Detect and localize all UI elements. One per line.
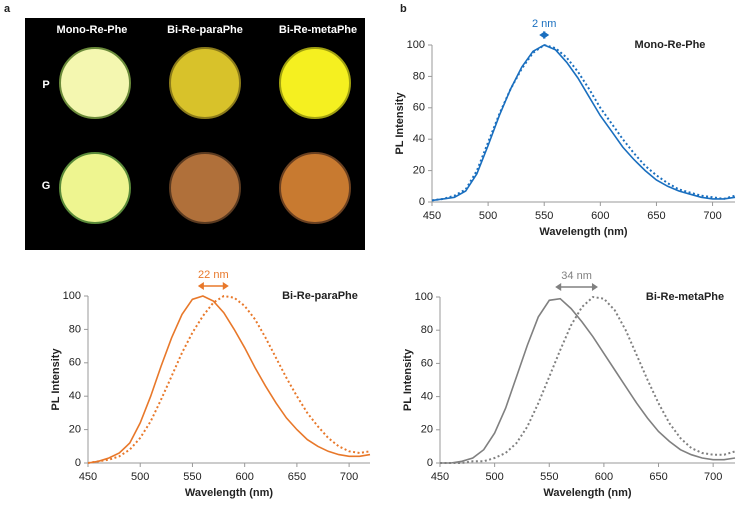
y-tick-label: 60 (69, 357, 81, 369)
y-tick-label: 0 (75, 457, 81, 469)
x-tick-label: 650 (647, 210, 665, 222)
annotation-text: 2 nm (532, 18, 556, 30)
row-label: P (42, 79, 49, 91)
x-tick-label: 700 (340, 471, 358, 483)
line-series (431, 43, 736, 202)
x-tick-label: 550 (183, 471, 201, 483)
y-axis-label: PL Intensity (394, 92, 406, 155)
chart: 0 20 40 60 80 100 450 500 550 600 650 700 Wavelength… (402, 270, 736, 499)
arrow-head (543, 31, 550, 39)
x-tick-label: 600 (591, 210, 609, 222)
annotation-text: 22 nm (198, 269, 229, 281)
y-axis-label: PL Intensity (402, 348, 414, 411)
x-tick-label: 700 (704, 471, 722, 483)
chart-title: Bi-Re-paraPhe (282, 290, 358, 302)
x-tick-label: 500 (131, 471, 149, 483)
y-tick-label: 60 (421, 357, 433, 369)
chart: 0 20 40 60 80 100 450 500 550 600 650 700 Wavelength… (50, 269, 371, 499)
y-tick-label: 40 (421, 391, 433, 403)
panel-label: a (4, 3, 11, 15)
line-series (87, 295, 371, 464)
y-axis-label: PL Intensity (50, 348, 62, 411)
x-tick-label: 550 (540, 471, 558, 483)
column-label: Bi-Re-paraPhe (167, 24, 243, 36)
line-series (440, 295, 736, 464)
x-tick-label: 450 (79, 471, 97, 483)
photo: Mono-Re-Phe Bi-Re-paraPhe Bi-Re-metaPhe … (25, 18, 365, 250)
x-tick-label: 600 (235, 471, 253, 483)
y-tick-label: 100 (407, 39, 425, 51)
x-tick-label: 600 (595, 471, 613, 483)
y-tick-label: 100 (63, 290, 81, 302)
arrow-head (222, 282, 229, 290)
y-tick-label: 0 (419, 196, 425, 208)
x-tick-label: 650 (288, 471, 306, 483)
x-tick-label: 650 (649, 471, 667, 483)
y-tick-label: 20 (421, 424, 433, 436)
chart: 0 20 40 60 80 100 450 500 550 600 650 700 Wavelength… (394, 18, 736, 238)
sample (279, 47, 351, 119)
x-axis-label: Wavelength (nm) (185, 487, 274, 499)
row-label: G (42, 180, 51, 192)
arrow-head (591, 283, 598, 291)
arrow-head (555, 283, 562, 291)
line-series (431, 44, 736, 202)
sample (59, 47, 131, 119)
sample (169, 152, 241, 224)
panel-label: b (400, 3, 407, 15)
y-tick-label: 0 (427, 457, 433, 469)
y-tick-label: 40 (413, 133, 425, 145)
y-tick-label: 80 (69, 323, 81, 335)
x-axis-label: Wavelength (nm) (543, 487, 632, 499)
x-axis-label: Wavelength (nm) (539, 226, 628, 238)
line-series (440, 297, 736, 464)
y-tick-label: 80 (421, 324, 433, 336)
column-label: Mono-Re-Phe (57, 24, 128, 36)
annotation-text: 34 nm (561, 270, 592, 282)
y-tick-label: 60 (413, 102, 425, 114)
y-tick-label: 40 (69, 390, 81, 402)
x-tick-label: 700 (703, 210, 721, 222)
x-tick-label: 450 (423, 210, 441, 222)
sample (279, 152, 351, 224)
y-tick-label: 100 (415, 291, 433, 303)
x-tick-label: 550 (535, 210, 553, 222)
sample (169, 47, 241, 119)
column-label: Bi-Re-metaPhe (279, 24, 357, 36)
x-tick-label: 500 (485, 471, 503, 483)
y-tick-label: 80 (413, 70, 425, 82)
y-tick-label: 20 (69, 424, 81, 436)
arrow-head (197, 282, 204, 290)
sample (59, 152, 131, 224)
x-tick-label: 450 (431, 471, 449, 483)
chart-title: Mono-Re-Phe (635, 39, 706, 51)
y-tick-label: 20 (413, 165, 425, 177)
x-tick-label: 500 (479, 210, 497, 222)
chart-title: Bi-Re-metaPhe (646, 291, 724, 303)
